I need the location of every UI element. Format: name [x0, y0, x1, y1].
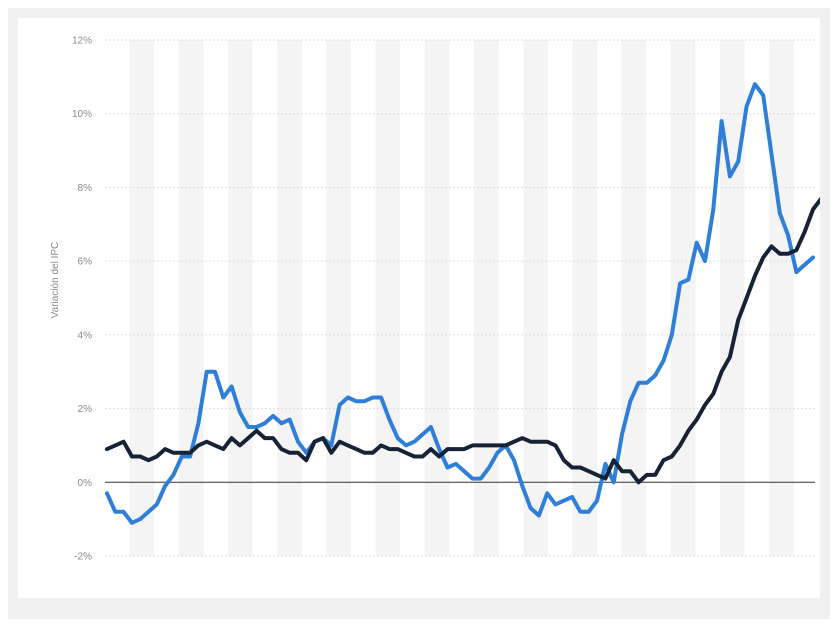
background-bands: [129, 40, 794, 556]
background-band: [769, 40, 794, 556]
background-band: [523, 40, 548, 556]
series-line-2: [105, 196, 820, 485]
y-tick-label: 12%: [72, 36, 92, 47]
background-band: [424, 40, 450, 556]
background-band: [670, 40, 696, 556]
background-band: [178, 40, 204, 556]
y-tick-label: 2%: [78, 404, 93, 415]
gridlines: [105, 39, 815, 557]
background-band: [228, 40, 253, 556]
background-band: [129, 40, 155, 556]
y-axis-tick-labels: -2% 0% 2% 4% 6% 8% 10% 12%: [72, 36, 92, 563]
series-lines: [105, 82, 820, 525]
background-band: [277, 40, 302, 556]
y-tick-label: 8%: [78, 183, 93, 194]
chart-frame: -2% 0% 2% 4% 6% 8% 10% 12% Variación del IPC: [8, 8, 830, 619]
background-band: [326, 40, 351, 556]
y-tick-label: 6%: [78, 257, 93, 268]
y-tick-label: 10%: [72, 109, 92, 120]
y-axis-title: Variación del IPC: [50, 242, 61, 319]
background-band: [572, 40, 597, 556]
y-tick-label: 0%: [78, 478, 93, 489]
chart-area: -2% 0% 2% 4% 6% 8% 10% 12% Variación del IPC: [18, 18, 820, 598]
y-tick-label: -2%: [74, 552, 92, 563]
line-chart: -2% 0% 2% 4% 6% 8% 10% 12% Variación del IPC: [50, 36, 820, 563]
series-line-1: [105, 82, 815, 525]
background-band: [375, 40, 401, 556]
background-band: [720, 40, 745, 556]
y-tick-label: 4%: [78, 330, 93, 341]
